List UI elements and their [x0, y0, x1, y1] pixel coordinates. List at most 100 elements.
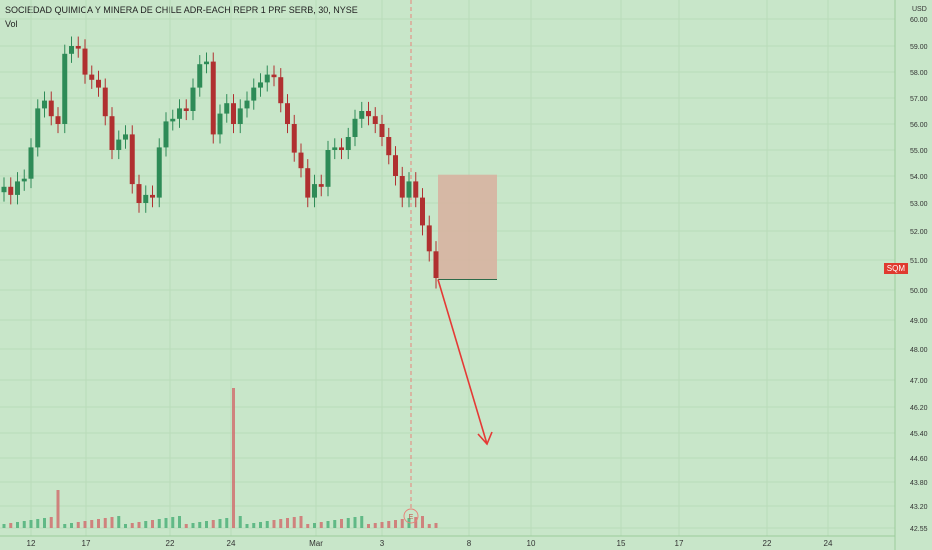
y-tick-label: 54.00 — [910, 174, 928, 181]
y-tick-label: 51.00 — [910, 258, 928, 265]
volume-bar — [151, 520, 154, 528]
candle-body — [28, 147, 34, 179]
x-tick-label: 17 — [82, 539, 91, 548]
candle-body — [69, 46, 74, 54]
volume-bar — [97, 519, 100, 528]
volume-bar — [164, 518, 168, 528]
volume-bar — [232, 388, 235, 528]
volume-bar — [130, 523, 134, 528]
candle-body — [116, 139, 122, 150]
volume-bar — [83, 521, 87, 528]
candle-body — [379, 124, 385, 137]
x-tick-label: 24 — [227, 539, 236, 548]
candle-body — [1, 186, 7, 193]
volume-bar — [56, 490, 60, 528]
earnings-marker-label: E — [409, 514, 414, 521]
x-tick-label: 8 — [467, 539, 472, 548]
candle-body — [244, 100, 250, 109]
volume-bar — [292, 517, 296, 528]
x-tick-label: 22 — [166, 539, 175, 548]
volume-bar — [299, 516, 303, 528]
volume-bar — [49, 517, 53, 528]
candle-body — [305, 168, 311, 198]
volume-bar — [346, 518, 350, 528]
candle-body — [123, 134, 128, 140]
volume-bar — [400, 519, 404, 528]
chart-title: SOCIEDAD QUIMICA Y MINERA DE CHILE ADR-E… — [5, 5, 358, 15]
candle-body — [386, 137, 392, 156]
candle-body — [393, 155, 398, 176]
volume-bar — [218, 519, 222, 528]
volume-bar — [22, 521, 26, 528]
projection-arrowhead — [477, 431, 493, 446]
x-tick-label: 22 — [763, 539, 772, 548]
y-tick-label: 43.80 — [910, 480, 928, 487]
y-tick-label: 46.20 — [910, 405, 928, 412]
candle-body — [55, 116, 61, 124]
y-tick-label: 45.40 — [910, 431, 928, 438]
volume-bar — [380, 522, 384, 528]
y-tick-label: 42.55 — [910, 526, 928, 533]
candle-body — [399, 176, 405, 198]
earnings-marker — [403, 508, 419, 524]
x-tick-label: 10 — [527, 539, 536, 548]
candle-body — [278, 77, 284, 104]
volume-bar — [259, 522, 262, 528]
candle-body — [143, 194, 149, 203]
volume-bar — [205, 521, 208, 528]
volume-bar — [70, 523, 73, 528]
candle-body — [264, 74, 270, 83]
candle-body — [82, 48, 88, 75]
y-tick-label: 55.00 — [910, 148, 928, 155]
candle-body — [231, 103, 236, 124]
volume-bar — [198, 522, 202, 528]
volume-bar — [137, 522, 141, 528]
projection-arrow — [437, 279, 488, 445]
candle-body — [156, 147, 162, 198]
candle-body — [190, 87, 196, 111]
volume-bar — [286, 518, 289, 528]
volume-bar — [16, 522, 19, 528]
x-tick-label: 12 — [27, 539, 36, 548]
volume-bar — [326, 521, 330, 528]
candle-body — [339, 147, 344, 150]
candle-body — [420, 197, 425, 226]
candle-body — [433, 251, 439, 278]
volume-bar — [421, 516, 424, 528]
volume-bar — [43, 518, 46, 528]
volume-bar — [76, 522, 80, 528]
volume-bar — [90, 520, 94, 528]
candle-body — [102, 87, 108, 117]
candle-body — [224, 103, 230, 114]
volume-bar — [2, 524, 6, 528]
candle-body — [8, 186, 14, 195]
candle-body — [210, 61, 216, 135]
candle-body — [48, 100, 54, 117]
candle-body — [42, 100, 47, 109]
volume-bar — [333, 520, 337, 528]
candle-body — [129, 134, 135, 185]
x-tick-label: 24 — [824, 539, 833, 548]
x-tick-label: 17 — [675, 539, 684, 548]
candle-body — [298, 152, 304, 169]
candle-body — [406, 181, 412, 198]
volume-bar — [306, 524, 310, 528]
volume-bar — [367, 524, 370, 528]
candle-body — [271, 74, 277, 78]
target-box — [438, 174, 497, 280]
volume-bar — [353, 517, 357, 528]
volume-bar — [434, 523, 438, 528]
y-tick-label: 50.00 — [910, 288, 928, 295]
candle-body — [332, 147, 338, 150]
candle-body — [291, 124, 297, 153]
volume-bar — [373, 523, 377, 528]
volume-bar — [117, 516, 121, 528]
y-tick-label: 47.00 — [910, 378, 928, 385]
volume-bar — [178, 516, 181, 528]
volume-bar — [29, 520, 33, 528]
candle-body — [312, 184, 317, 198]
candle-body — [345, 137, 351, 150]
volume-bar — [184, 524, 188, 528]
volume-bar — [245, 524, 249, 528]
